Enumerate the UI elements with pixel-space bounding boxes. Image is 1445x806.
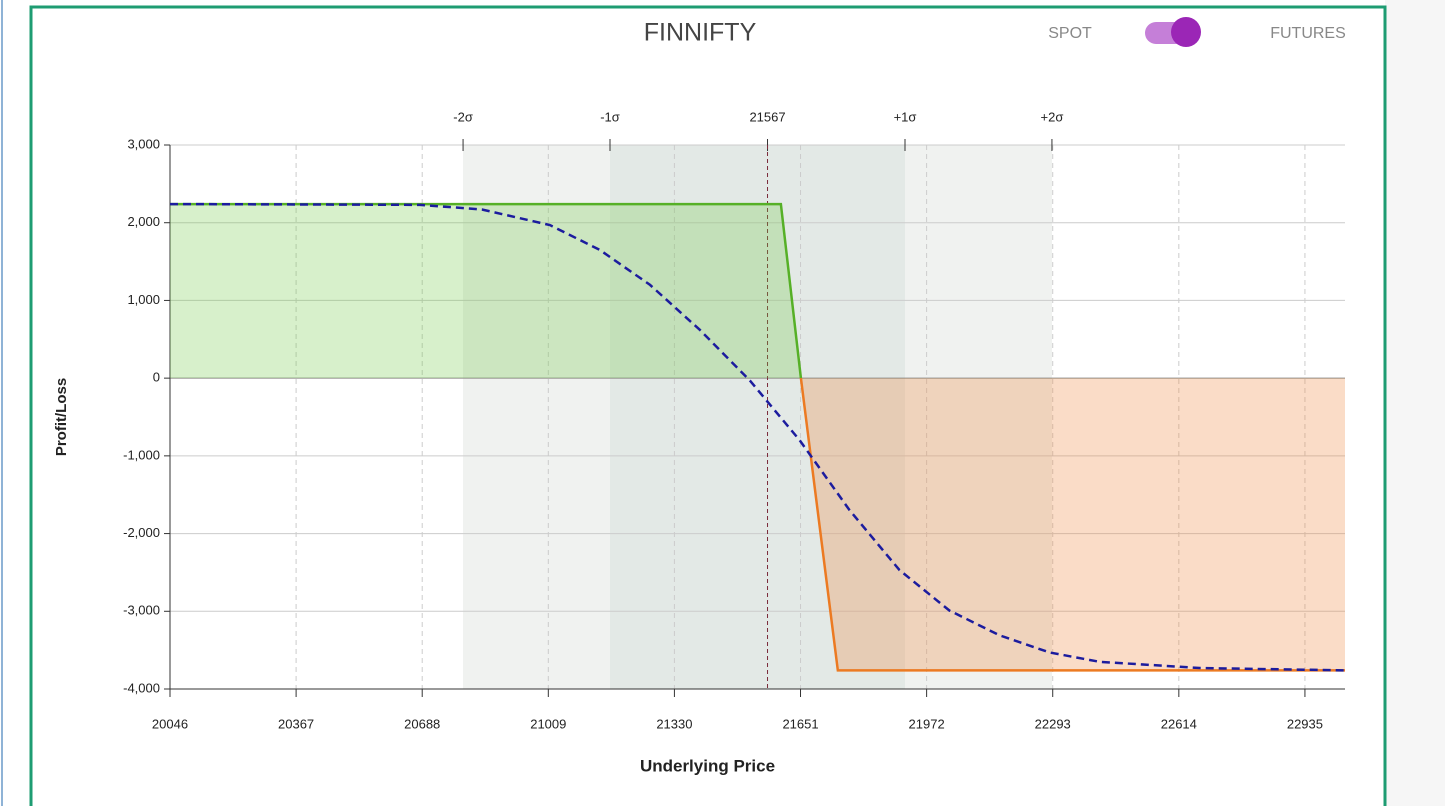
- expected-line: [169, 202, 1346, 672]
- loss-area: [170, 378, 1345, 671]
- y-tick-label: 3,000: [127, 136, 160, 151]
- x-tick-label: 22614: [1161, 716, 1197, 731]
- x-tick-label: 20046: [152, 716, 188, 731]
- x-tick-label: 21009: [530, 716, 566, 731]
- x-axis-title: Underlying Price: [640, 756, 775, 775]
- y-axis-title: Profit/Loss: [53, 378, 70, 456]
- top-tick-label: -1σ: [600, 109, 620, 124]
- x-tick-label: 21651: [782, 716, 818, 731]
- x-tick-label: 21330: [656, 716, 692, 731]
- top-tick-label: +1σ: [894, 109, 917, 124]
- toggle-knob[interactable]: [1171, 17, 1201, 47]
- y-tick-label: -2,000: [123, 525, 160, 540]
- y-tick-label: 0: [153, 370, 160, 385]
- sigma-band-1: [609, 145, 906, 689]
- y-tick-label: -3,000: [123, 603, 160, 618]
- y-tick-label: 1,000: [127, 292, 160, 307]
- profit-line: [170, 202, 803, 379]
- left-edge: [1, 0, 3, 806]
- loss-line: [799, 378, 1345, 672]
- toggle-label: FUTURES: [1270, 25, 1346, 42]
- x-tick-label: 20367: [278, 716, 314, 731]
- x-tick-label: 22935: [1287, 716, 1323, 731]
- profit-area: [170, 204, 801, 379]
- chart-title: FINNIFTY: [644, 19, 757, 47]
- x-tick-label: 20688: [404, 716, 440, 731]
- top-tick-label: -2σ: [453, 109, 473, 124]
- frame: [29, 5, 1387, 806]
- y-tick-label: -4,000: [123, 680, 160, 695]
- x-tick-label: 21972: [909, 716, 945, 731]
- side-panel: [1385, 0, 1445, 806]
- top-tick-label: +2σ: [1041, 109, 1064, 124]
- toggle-label: SPOT: [1048, 25, 1092, 42]
- top-tick-label: 21567: [749, 109, 785, 124]
- x-tick-label: 22293: [1035, 716, 1071, 731]
- y-tick-label: -1,000: [123, 447, 160, 462]
- y-tick-label: 2,000: [127, 214, 160, 229]
- spot-futures-toggle[interactable]: SPOT FUTURES: [1048, 17, 1346, 47]
